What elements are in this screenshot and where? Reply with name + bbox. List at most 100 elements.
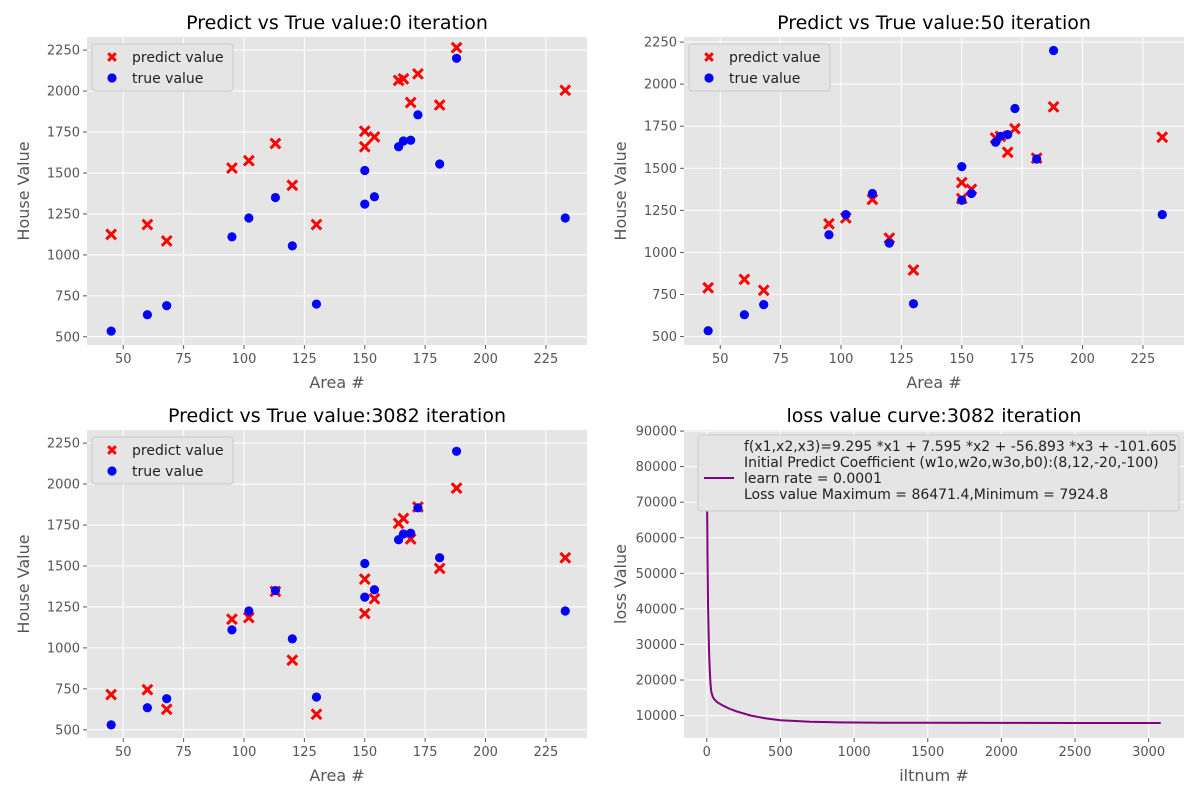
predict-value-point — [358, 573, 371, 586]
true-value-point — [398, 136, 409, 146]
chart-panel-4: 0 500 1000 1500 2000 2500 3000 10000 20000 30000 4… — [611, 405, 1184, 785]
chart-title: Predict vs True value:3082 iteration — [168, 405, 506, 427]
true-value-point — [413, 503, 423, 513]
true-value-point — [142, 703, 152, 713]
x-tick-label: 100 — [829, 352, 854, 367]
x-tick-label: 200 — [473, 352, 498, 367]
y-tick-label: 2250 — [47, 44, 80, 59]
y-tick-label: 500 — [55, 723, 80, 738]
predict-value-point — [358, 125, 371, 138]
true-value-point — [435, 159, 445, 169]
true-value-point — [1032, 154, 1042, 164]
legend-true-value-marker — [704, 73, 714, 83]
true-value-point — [1157, 209, 1167, 220]
y-tick-label: 1500 — [47, 559, 80, 574]
predict-value-point — [105, 228, 118, 241]
true-value-point — [759, 300, 769, 310]
predict-value-point — [450, 482, 463, 495]
x-axis-label: Area # — [906, 373, 961, 392]
loss-curve-line — [705, 443, 1161, 724]
true-value-point — [413, 110, 423, 120]
x-tick-label: 75 — [175, 352, 192, 367]
true-value-point — [244, 606, 254, 616]
x-tick-label: 150 — [352, 352, 377, 367]
true-value-point — [360, 199, 370, 209]
true-value-point — [966, 188, 977, 199]
true-value-point — [406, 135, 416, 145]
true-value-point — [451, 53, 462, 63]
true-value-point — [451, 446, 462, 456]
legend-label: Loss value Maximum = 86471.4,Minimum = 7… — [744, 487, 1108, 503]
y-tick-label: 30000 — [636, 638, 677, 653]
true-value-point — [406, 528, 416, 538]
y-tick-label: 2250 — [47, 437, 80, 452]
legend-predict-value-marker — [704, 52, 714, 62]
true-value-point — [270, 585, 281, 596]
true-value-point — [739, 310, 749, 320]
legend: f(x1,x2,x3)=9.295 *x1 + 7.595 *x2 + -56.… — [697, 434, 1180, 512]
legend-label: Initial Predict Coefficient (w1o,w2o,w3o… — [744, 455, 1159, 471]
true-value-point — [244, 213, 254, 223]
x-tick-label: 0 — [703, 745, 711, 760]
chart-title: Predict vs True value:0 iteration — [186, 12, 488, 34]
predict-value-point — [286, 179, 299, 192]
true-value-point — [841, 209, 851, 220]
x-tick-label: 200 — [1070, 352, 1095, 367]
y-tick-label: 70000 — [636, 496, 677, 511]
y-axis-label: House Value — [14, 534, 33, 633]
true-value-point — [435, 553, 445, 563]
x-tick-label: 50 — [115, 745, 132, 760]
true-value-point — [957, 195, 967, 205]
legend-label: learn rate = 0.0001 — [744, 471, 882, 487]
x-tick-label: 175 — [413, 352, 438, 367]
x-tick-label: 3000 — [1132, 745, 1165, 760]
true-value-point — [884, 238, 894, 248]
predict-value-point — [310, 218, 323, 231]
predict-value-point — [368, 592, 381, 605]
y-tick-label: 1000 — [47, 248, 80, 263]
true-value-point — [227, 232, 237, 242]
x-tick-label: 2500 — [1058, 745, 1091, 760]
predict-value-point — [411, 67, 424, 80]
x-tick-label: 50 — [115, 352, 132, 367]
chart-panel-3: 50 75 100 125 150 175 200 225 500 750 1000 1250 1500… — [14, 405, 587, 785]
true-value-point — [867, 188, 878, 199]
legend: predict value true value — [91, 43, 234, 92]
x-tick-label: 175 — [413, 745, 438, 760]
y-tick-label: 1250 — [47, 600, 80, 615]
legend-label: true value — [729, 71, 800, 87]
y-tick-label: 2000 — [47, 478, 80, 493]
true-value-point — [360, 165, 370, 176]
predict-value-point — [404, 96, 417, 109]
true-value-point — [106, 720, 116, 730]
true-value-point — [162, 301, 172, 311]
predict-value-point — [358, 607, 371, 620]
y-tick-label: 60000 — [636, 531, 677, 546]
x-tick-label: 1000 — [838, 745, 871, 760]
true-value-point — [227, 625, 237, 635]
y-tick-label: 1750 — [644, 120, 677, 135]
y-tick-label: 1000 — [644, 246, 677, 261]
predict-value-point — [160, 703, 173, 716]
y-tick-label: 750 — [55, 682, 80, 697]
true-value-point — [106, 326, 116, 336]
legend-box — [91, 436, 234, 485]
y-tick-label: 20000 — [636, 674, 677, 689]
y-tick-label: 10000 — [636, 709, 677, 724]
y-tick-label: 500 — [652, 330, 677, 345]
predict-value-point — [907, 264, 920, 277]
true-value-point — [1003, 130, 1013, 140]
y-axis-label: House Value — [14, 141, 33, 240]
legend-box — [688, 43, 831, 92]
predict-value-point — [1008, 122, 1021, 135]
predict-value-point — [105, 688, 118, 701]
true-value-point — [369, 585, 380, 595]
predict-value-point — [310, 708, 323, 721]
x-tick-label: 75 — [175, 745, 192, 760]
y-tick-label: 500 — [55, 330, 80, 345]
y-tick-label: 750 — [652, 288, 677, 303]
legend-label: true value — [132, 464, 203, 480]
x-tick-label: 100 — [232, 745, 257, 760]
y-tick-label: 1750 — [47, 519, 80, 534]
